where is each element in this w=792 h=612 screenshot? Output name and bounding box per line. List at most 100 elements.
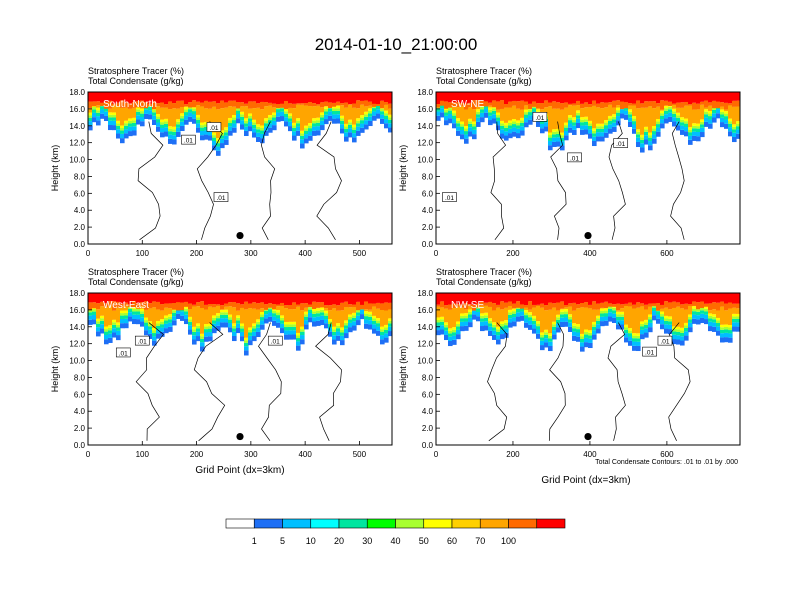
tracer-cell (236, 92, 241, 103)
tracer-cell (528, 301, 533, 310)
tracer-cell (316, 122, 321, 127)
tracer-cell (500, 123, 505, 126)
tracer-cell (200, 130, 205, 136)
tracer-cell (604, 128, 609, 133)
tracer-cell (468, 92, 473, 103)
tracer-cell (360, 127, 365, 133)
tracer-cell (652, 293, 657, 304)
tracer-cell (696, 315, 701, 320)
tracer-cell (560, 92, 565, 104)
tracer-cell (632, 293, 637, 305)
tracer-cell (232, 307, 237, 324)
tracer-cell (508, 301, 513, 306)
tracer-cell (520, 92, 525, 101)
tracer-cell (664, 318, 669, 321)
tracer-cell (252, 119, 257, 123)
tracer-cell (144, 317, 149, 321)
tracer-cell (260, 92, 265, 102)
tracer-cell (620, 304, 625, 309)
tracer-cell (592, 105, 597, 129)
tracer-cell (388, 108, 392, 115)
tracer-cell (500, 100, 505, 109)
tracer-cell (484, 101, 489, 107)
colorbar-label: 10 (306, 536, 316, 546)
tracer-cell (472, 314, 477, 320)
tracer-cell (508, 322, 513, 328)
tracer-cell (596, 315, 601, 319)
tracer-cell (732, 106, 737, 125)
tracer-cell (184, 308, 189, 312)
tracer-cell (384, 115, 389, 120)
tracer-cell (168, 322, 173, 327)
y-tick-label: 0.0 (74, 240, 86, 249)
tracer-cell (544, 92, 549, 101)
tracer-cell (544, 126, 549, 132)
tracer-cell (492, 114, 497, 119)
tracer-cell (276, 92, 281, 105)
tracer-cell (504, 104, 509, 108)
tracer-cell (92, 302, 97, 309)
tracer-cell (736, 303, 740, 309)
tracer-cell (480, 92, 485, 101)
tracer-cell (292, 309, 297, 322)
tracer-cell (292, 293, 297, 303)
tracer-cell (560, 309, 565, 312)
tracer-cell (188, 321, 193, 326)
tracer-cell (180, 113, 185, 116)
tracer-cell (324, 92, 329, 102)
tracer-cell (616, 324, 621, 330)
tracer-cell (344, 328, 349, 334)
tracer-cell (336, 105, 341, 106)
tracer-cell (684, 127, 689, 132)
tracer-cell (336, 105, 341, 109)
tracer-cell (676, 331, 681, 336)
tracer-cell (648, 92, 653, 102)
tracer-cell (688, 127, 693, 130)
tracer-cell (224, 107, 229, 128)
tracer-cell (108, 112, 113, 115)
tracer-cell (592, 321, 597, 325)
tracer-cell (628, 306, 633, 329)
tracer-cell (708, 113, 713, 117)
tracer-cell (248, 340, 253, 346)
colorbar-swatch (338, 518, 368, 529)
tracer-cell (348, 124, 353, 129)
tracer-cell (724, 109, 729, 112)
tracer-cell (372, 324, 377, 329)
tracer-cell (368, 309, 373, 312)
tracer-cell (92, 311, 97, 315)
tracer-cell (580, 342, 585, 347)
tracer-cell (216, 315, 221, 319)
tracer-cell (100, 301, 105, 307)
tracer-cell (532, 101, 537, 107)
tracer-cell (176, 124, 181, 128)
tracer-cell (640, 303, 645, 307)
condensate-contour (316, 121, 342, 240)
tracer-cell (600, 321, 605, 327)
tracer-cell (648, 106, 653, 133)
tracer-cell (320, 312, 325, 316)
tracer-cell (364, 316, 369, 320)
tracer-cell (504, 92, 509, 105)
tracer-cell (548, 145, 553, 151)
tracer-cell (212, 304, 217, 308)
tracer-cell (600, 316, 605, 322)
tracer-cell (596, 309, 601, 316)
tracer-cell (220, 92, 225, 101)
tracer-cell (572, 92, 577, 104)
tracer-cell (328, 327, 333, 332)
tracer-cell (256, 309, 261, 320)
tracer-cell (560, 135, 565, 138)
panel-nw-se: Stratosphere Tracer (%)Total Condensate … (398, 267, 741, 459)
tracer-cell (556, 293, 561, 303)
tracer-cell (644, 129, 649, 132)
tracer-cell (320, 120, 325, 126)
tracer-cell (732, 293, 737, 304)
tracer-cell (384, 110, 389, 114)
tracer-cell (524, 305, 529, 308)
tracer-cell (508, 309, 513, 313)
tracer-cell (484, 92, 489, 102)
tracer-cell (632, 308, 637, 334)
tracer-cell (732, 132, 737, 137)
